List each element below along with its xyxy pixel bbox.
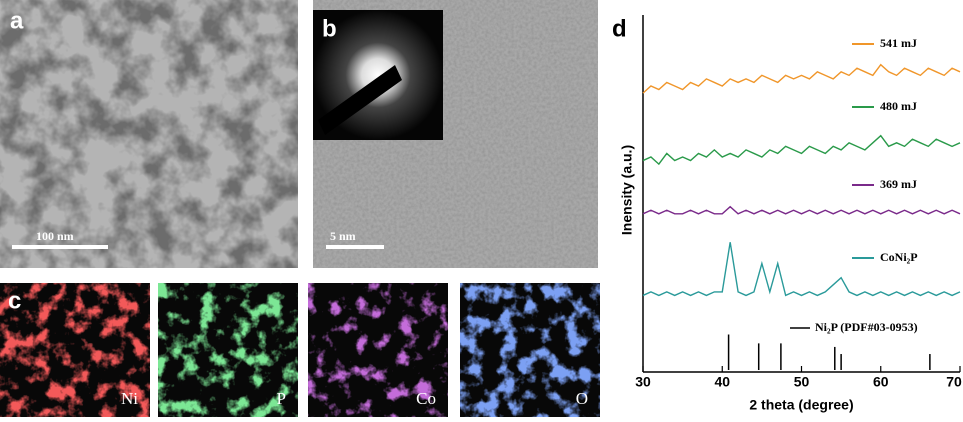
legend-label: 480 mJ xyxy=(880,99,917,113)
panel-b: b 5 nm xyxy=(313,0,598,268)
scale-text: 5 nm xyxy=(330,229,356,243)
beam-stop xyxy=(318,65,402,135)
element-label: O xyxy=(576,389,588,408)
element-label: P xyxy=(277,389,286,408)
element-label: Co xyxy=(416,389,436,408)
x-axis-label: 2 theta (degree) xyxy=(749,397,853,413)
scale-text: 100 nm xyxy=(36,229,74,243)
panel-label: c xyxy=(8,287,21,314)
panel-label: b xyxy=(322,15,337,42)
eds-signal xyxy=(308,283,448,417)
eds-signal xyxy=(0,283,150,417)
series-line xyxy=(642,205,961,215)
eds-signal xyxy=(158,283,298,417)
panel-c: Ni P Co Oc xyxy=(0,283,600,417)
panel-d: d 30 40 50 60 70 2 theta (degree) Inensity (a.… xyxy=(612,15,962,413)
legend-label: CoNi₂P xyxy=(880,250,918,264)
element-label: Ni xyxy=(121,389,138,408)
panel-label: d xyxy=(612,15,627,42)
legend-label: Ni₂P (PDF#03-0953) xyxy=(815,320,918,334)
x-tick-label: 50 xyxy=(794,374,810,390)
x-tick-label: 40 xyxy=(714,374,730,390)
scale-bar xyxy=(326,245,384,249)
panel-label: a xyxy=(10,7,24,34)
eds-signal xyxy=(460,283,600,417)
tem-texture xyxy=(0,0,298,268)
series-line xyxy=(642,242,961,297)
x-tick-label: 60 xyxy=(873,374,889,390)
panel-a: a 100 nm xyxy=(0,0,298,268)
y-axis-label: Inensity (a.u.) xyxy=(619,145,635,235)
scale-bar xyxy=(12,245,108,249)
legend-label: 369 mJ xyxy=(880,177,917,191)
series-line xyxy=(642,134,961,166)
legend-label: 541 mJ xyxy=(880,36,917,50)
x-tick-label: 70 xyxy=(946,374,962,390)
series-line xyxy=(642,63,961,94)
x-tick-label: 30 xyxy=(635,374,651,390)
